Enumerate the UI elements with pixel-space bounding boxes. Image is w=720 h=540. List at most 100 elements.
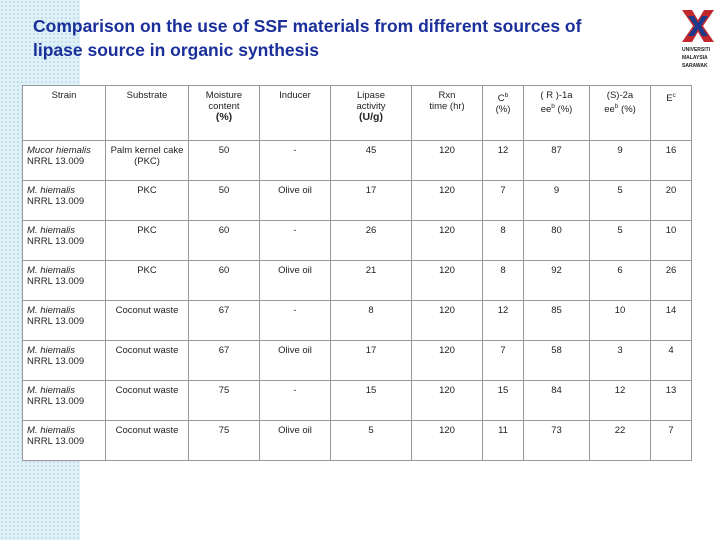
header-text: ee [604,104,615,116]
table-cell: - [259,380,331,421]
table-cell: 12 [482,300,524,341]
header-line: Substrate [110,90,184,101]
header-text: (%) [618,104,636,116]
header-cell: ( R )-1a eeb (%) [523,85,590,141]
table-cell: 120 [411,180,483,221]
table-cell: - [259,220,331,261]
strain-code: NRRL 13.009 [27,436,85,447]
header-text: C [497,93,505,105]
strain-name: M. hiemalis [27,385,76,396]
table-cell: 45 [330,140,412,181]
header-line: Cb [487,90,519,104]
table-cell: PKC [105,260,189,301]
table-cell: 8 [482,260,524,301]
table-cell: 50 [188,140,260,181]
table-cell: 13 [650,380,692,421]
header-cell: Rxn time (hr) [411,85,483,141]
table-cell: 8 [482,220,524,261]
logo-text: UNIVERSITI MALAYSIA SARAWAK [682,46,710,70]
table-cell: 75 [188,420,260,461]
header-cell: Inducer [259,85,331,141]
table-cell: 85 [523,300,590,341]
strain-name: M. hiemalis [27,225,76,236]
strain-code: NRRL 13.009 [27,396,85,407]
table-cell: PKC [105,180,189,221]
table-cell: Coconut waste [105,340,189,381]
table-cell: 15 [330,380,412,421]
table-cell: Olive oil [259,420,331,461]
table-cell: 12 [482,140,524,181]
header-text: Inducer [279,90,311,101]
table-cell: 120 [411,220,483,261]
header-line: Moisture [193,90,255,101]
header-sup: c [672,92,676,99]
strain-name: M. hiemalis [27,265,76,276]
table-cell: 8 [330,300,412,341]
header-text: (%) [215,111,233,123]
table-cell: 75 [188,380,260,421]
table-cell: 5 [589,220,651,261]
header-text: E [666,93,673,105]
header-cell: (S)-2a eeb (%) [589,85,651,141]
table-cell: 10 [650,220,692,261]
table-cell: 120 [411,140,483,181]
table-cell: 67 [188,340,260,381]
table-cell: 7 [650,420,692,461]
table-cell: 14 [650,300,692,341]
table-row: M. hiemalis NRRL 13.009 Coconut waste 75 Oli… [22,420,692,461]
strain-name: M. hiemalis [27,345,76,356]
table-cell: Palm kernel cake (PKC) [105,140,189,181]
logo [682,10,714,42]
header-line: Lipase [335,90,407,101]
header-text: Lipase [357,90,385,101]
header-text: activity [356,101,386,112]
header-text: Substrate [126,90,168,101]
table-cell: 16 [650,140,692,181]
table-row: M. hiemalis NRRL 13.009 PKC 60 Olive oil 21 12… [22,260,692,301]
table-cell: - [259,140,331,181]
table-cell: 7 [482,340,524,381]
table-row: M. hiemalis NRRL 13.009 PKC 60-26 120 8 80 5 10 [22,220,692,261]
header-sup: b [614,103,619,110]
table-cell: 73 [523,420,590,461]
table-cell: 22 [589,420,651,461]
table-cell: 67 [188,300,260,341]
header-text: time (hr) [429,101,465,112]
header-cell: Cb (%) [482,85,524,141]
header-line: Inducer [264,90,326,101]
table-cell: 60 [188,220,260,261]
table-cell: 120 [411,260,483,301]
strain-cell: M. hiemalis NRRL 13.009 [22,380,106,421]
strain-cell: M. hiemalis NRRL 13.009 [22,180,106,221]
table-row: M. hiemalis NRRL 13.009 Coconut waste 67 Oli… [22,340,692,381]
table-cell: 17 [330,340,412,381]
table-cell: 92 [523,260,590,301]
strain-cell: M. hiemalis NRRL 13.009 [22,420,106,461]
header-line: (%) [193,112,255,123]
table-cell: 12 [589,380,651,421]
table-cell: 120 [411,340,483,381]
header-line: time (hr) [416,101,478,112]
strain-code: NRRL 13.009 [27,276,85,287]
table-cell: 60 [188,260,260,301]
table-cell: Olive oil [259,180,331,221]
table-cell: 4 [650,340,692,381]
table-cell: PKC [105,220,189,261]
header-text: Moisture [205,90,243,101]
header-sup: b [551,103,555,110]
slide-title: Comparison on the use of SSF materials f… [33,16,582,60]
table-row: Mucor hiemalis NRRL 13.009 Palm kernel cak… [22,140,692,181]
header-cell: Lipase activity (U/g) [330,85,412,141]
header-text: (%) [495,104,511,116]
strain-cell: M. hiemalis NRRL 13.009 [22,260,106,301]
header-line: ( R )-1a [528,90,585,101]
logo-line: UNIVERSITI [682,47,711,53]
table-cell: 120 [411,380,483,421]
table-cell: Coconut waste [105,420,189,461]
table-row: M. hiemalis NRRL 13.009 PKC 50 Olive oil 17 12… [22,180,692,221]
header-line: activity [335,101,407,112]
table-cell: 21 [330,260,412,301]
strain-code: NRRL 13.009 [27,356,85,367]
header-line: eeb (%) [528,101,585,115]
header-cell: Substrate [105,85,189,141]
